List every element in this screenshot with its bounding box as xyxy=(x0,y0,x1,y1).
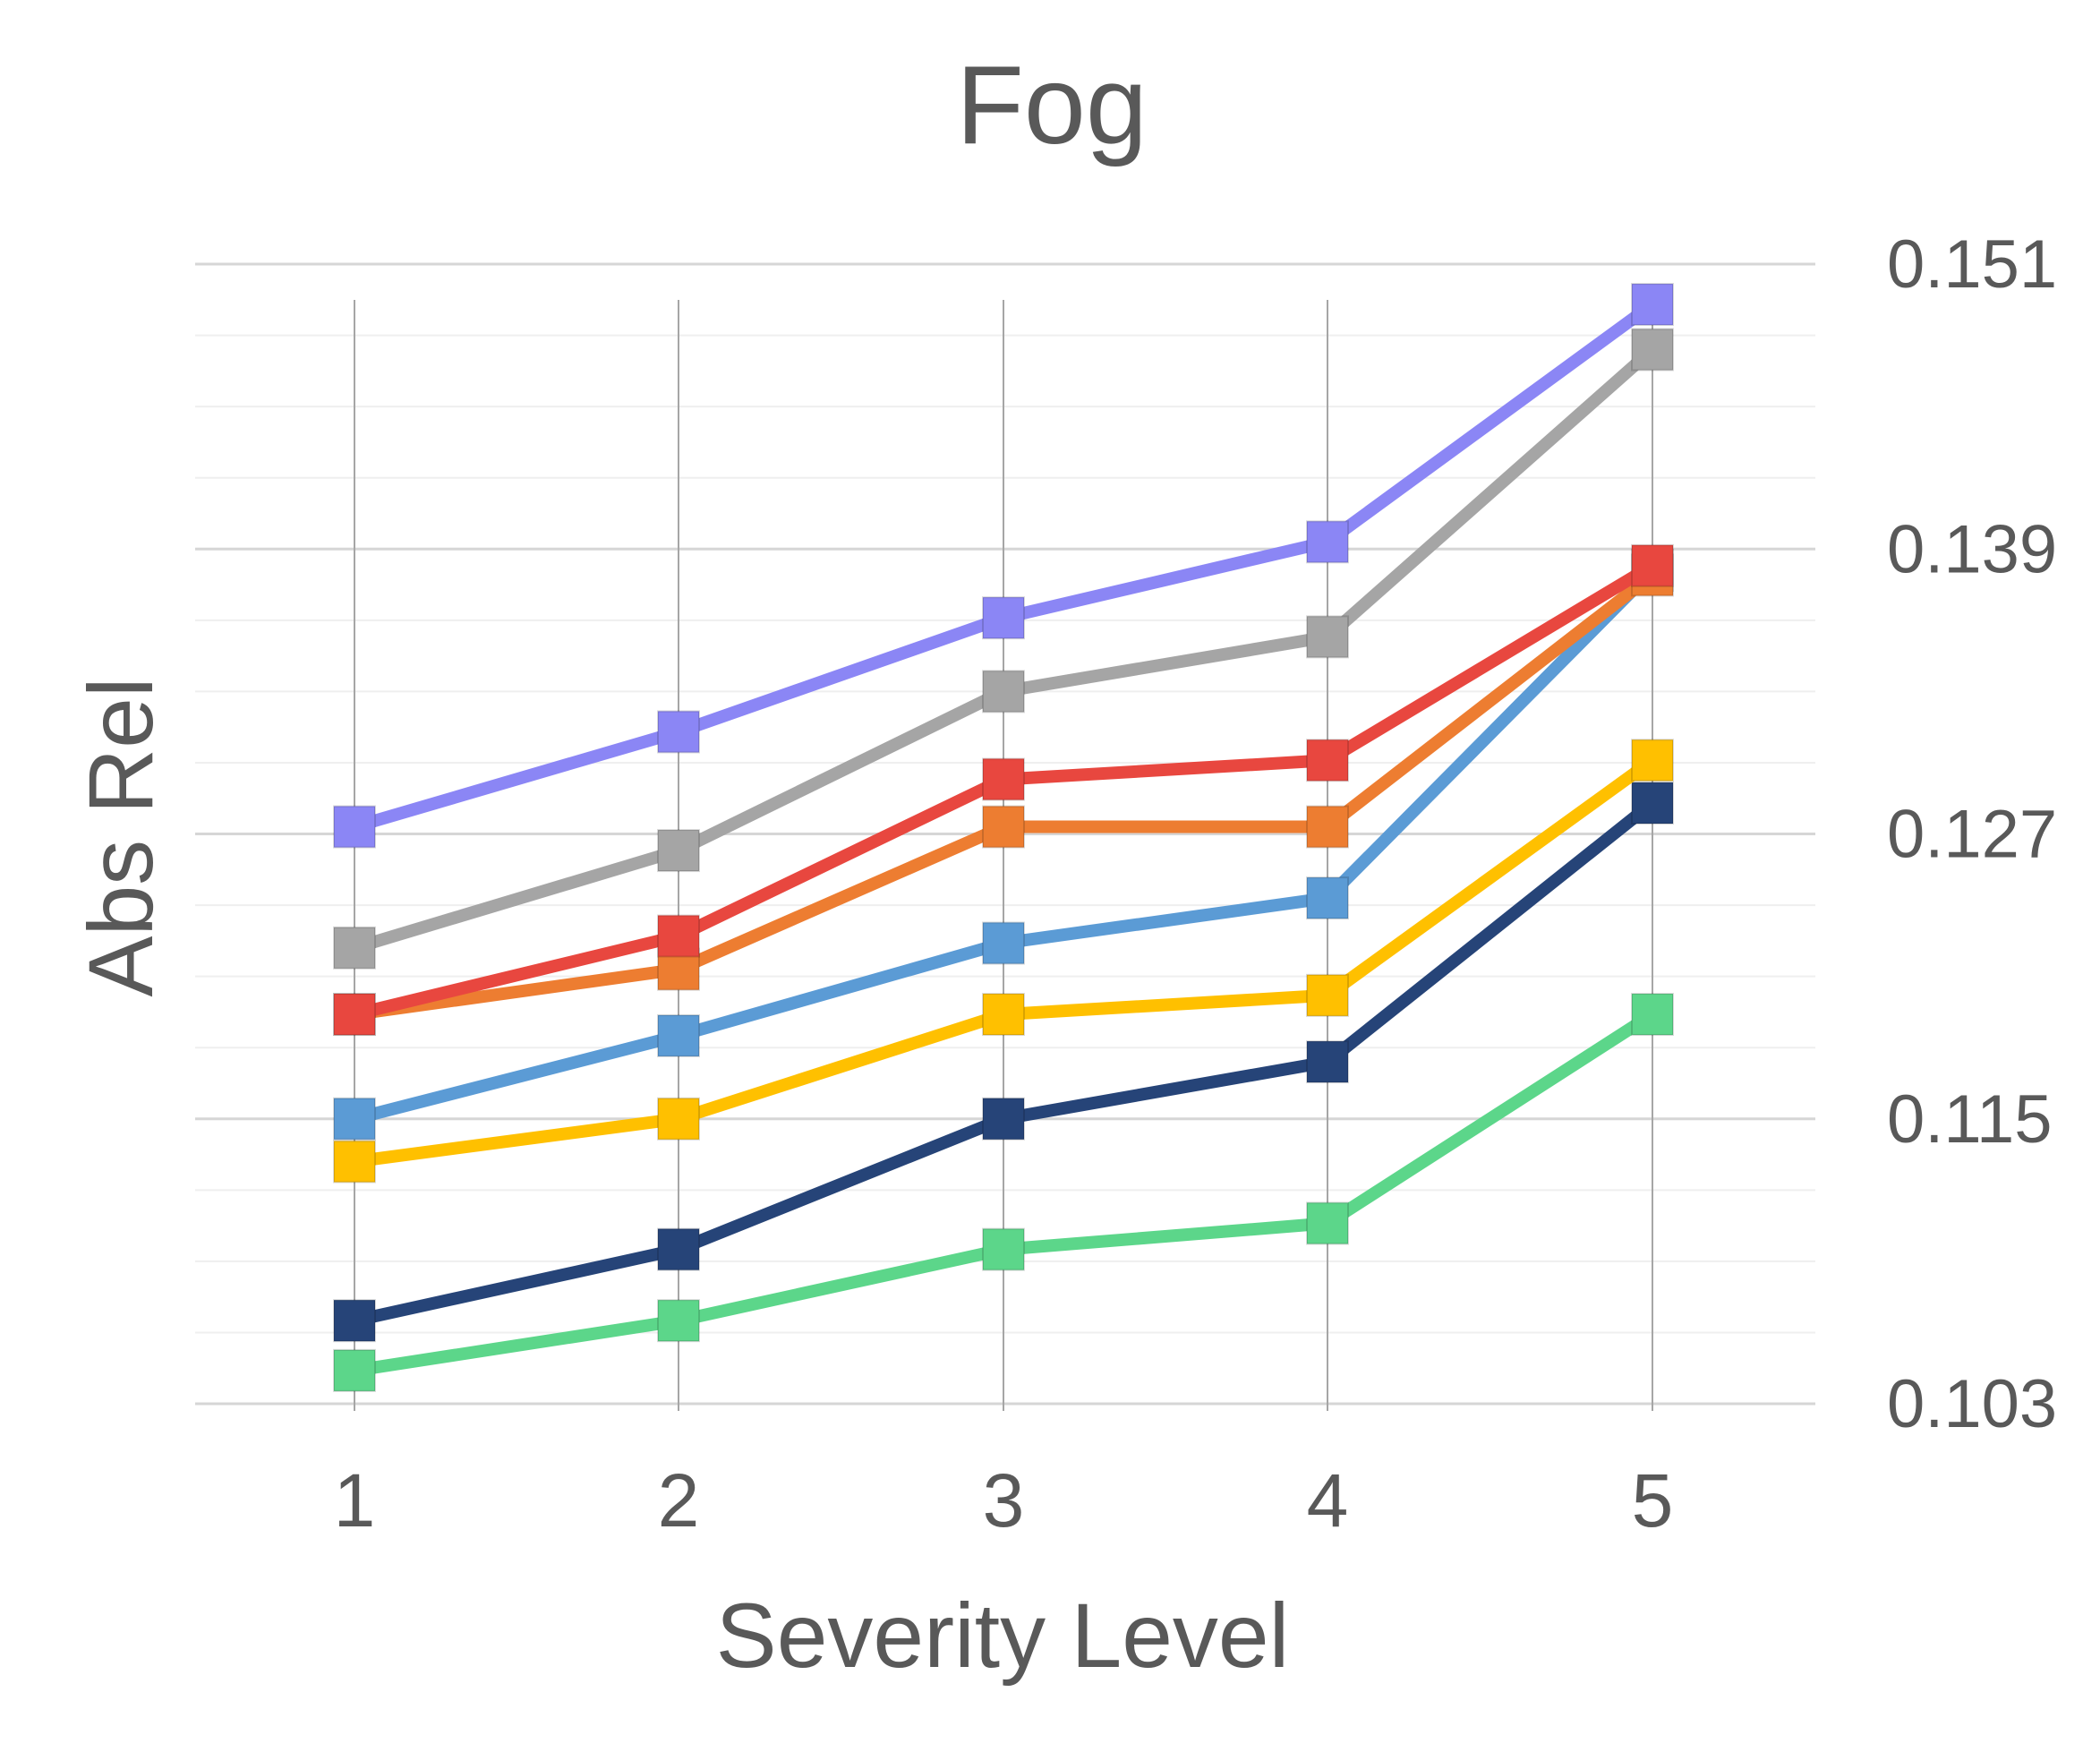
data-point-marker xyxy=(1306,615,1349,659)
data-point-marker xyxy=(1631,543,1674,587)
data-point-marker xyxy=(1306,876,1349,920)
data-point-marker xyxy=(657,829,700,873)
x-tick-labels: 1 2 3 4 5 xyxy=(334,1458,1674,1543)
y-axis-label: Abs Rel xyxy=(70,677,172,996)
gridlines xyxy=(195,262,1815,1411)
data-point-marker xyxy=(982,670,1025,714)
x-tick-label: 1 xyxy=(334,1458,376,1543)
series-1 xyxy=(333,283,1674,849)
data-point-marker xyxy=(1306,973,1349,1017)
x-axis-label: Severity Level xyxy=(716,1585,1290,1687)
data-point-marker xyxy=(1306,805,1349,849)
series-2 xyxy=(333,328,1674,970)
data-point-marker xyxy=(982,1227,1025,1271)
data-point-marker xyxy=(1631,328,1674,372)
data-point-marker xyxy=(657,1013,700,1057)
data-point-marker xyxy=(1631,739,1674,782)
data-point-marker xyxy=(982,921,1025,965)
data-point-marker xyxy=(333,1348,376,1392)
data-point-marker xyxy=(982,1097,1025,1141)
data-point-marker xyxy=(657,1097,700,1141)
data-point-marker xyxy=(1631,283,1674,327)
data-point-marker xyxy=(982,596,1025,640)
data-point-marker xyxy=(982,805,1025,849)
series-group xyxy=(333,283,1674,1392)
data-point-marker xyxy=(333,1299,376,1343)
data-point-marker xyxy=(1306,1040,1349,1084)
data-point-marker xyxy=(1631,993,1674,1037)
data-point-marker xyxy=(333,805,376,849)
y-tick-label: 0.151 xyxy=(1887,226,2057,303)
data-point-marker xyxy=(982,993,1025,1037)
data-point-marker xyxy=(333,1097,376,1141)
data-point-marker xyxy=(657,710,700,754)
x-tick-label: 4 xyxy=(1307,1458,1349,1543)
data-point-marker xyxy=(982,757,1025,801)
data-point-marker xyxy=(333,926,376,970)
x-tick-label: 3 xyxy=(983,1458,1025,1543)
x-tick-label: 2 xyxy=(658,1458,700,1543)
data-point-marker xyxy=(333,993,376,1037)
data-point-marker xyxy=(333,1140,376,1184)
data-point-marker xyxy=(657,1227,700,1271)
y-tick-label: 0.115 xyxy=(1887,1081,2053,1158)
data-point-marker xyxy=(1306,520,1349,564)
y-tick-label: 0.103 xyxy=(1887,1366,2057,1442)
data-point-marker xyxy=(1631,782,1674,825)
y-tick-label: 0.139 xyxy=(1887,511,2057,587)
series-6 xyxy=(333,739,1674,1184)
data-point-marker xyxy=(657,1299,700,1343)
y-tick-labels: 0.103 0.115 0.127 0.139 0.151 xyxy=(1887,226,2057,1442)
series-8 xyxy=(333,993,1674,1392)
y-tick-label: 0.127 xyxy=(1887,797,2057,873)
data-point-marker xyxy=(657,914,700,958)
chart-title: Fog xyxy=(956,44,1148,167)
x-tick-label: 5 xyxy=(1632,1458,1674,1543)
data-point-marker xyxy=(1306,1201,1349,1245)
series-3 xyxy=(333,543,1674,1037)
series-7 xyxy=(333,782,1674,1343)
data-point-marker xyxy=(1306,739,1349,782)
